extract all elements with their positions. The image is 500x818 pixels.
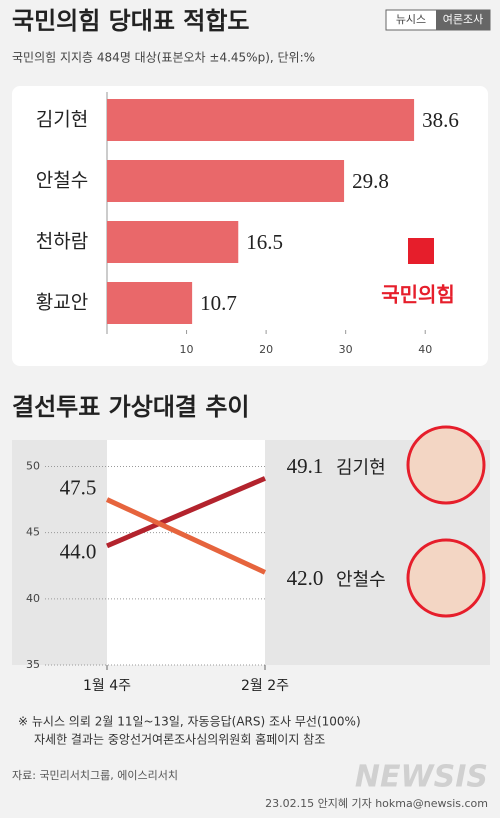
y-tick-label: 50 bbox=[26, 459, 40, 472]
logo-text: 국민의힘 bbox=[381, 283, 455, 307]
value-label: 10.7 bbox=[200, 291, 237, 315]
series-label: 김기현 bbox=[336, 457, 386, 478]
value-label: 47.5 bbox=[60, 475, 97, 499]
source: 자료: 국민리서치그룹, 에이스리서치 bbox=[12, 769, 178, 782]
category-label: 천하람 bbox=[36, 231, 88, 253]
x-tick-label: 2월 2주 bbox=[241, 678, 289, 694]
line bbox=[105, 497, 267, 575]
bar bbox=[107, 282, 193, 324]
credit: 23.02.15 안지혜 기자 hokma@newsis.com bbox=[265, 797, 488, 810]
badge-fill bbox=[436, 10, 490, 30]
logo-mark bbox=[408, 238, 434, 264]
photo bbox=[406, 538, 486, 618]
x-tick-label: 1월 4주 bbox=[83, 678, 131, 694]
value-label: 49.1 bbox=[287, 454, 324, 478]
title: 국민의힘 당대표 적합도 bbox=[12, 7, 250, 35]
x-tick-label: 40 bbox=[418, 343, 432, 356]
watermark: NEWSIS bbox=[355, 760, 488, 795]
value-label: 29.8 bbox=[352, 169, 389, 193]
category-label: 김기현 bbox=[36, 109, 88, 131]
category-label: 안철수 bbox=[36, 170, 88, 192]
subtitle: 국민의힘 지지층 484명 대상(표본오차 ±4.45%p), 단위:% bbox=[12, 51, 315, 65]
line-band bbox=[107, 440, 265, 665]
y-tick-label: 45 bbox=[26, 526, 40, 539]
y-tick-label: 40 bbox=[26, 592, 40, 605]
badge-left: 뉴시스 bbox=[396, 13, 426, 26]
bar bbox=[107, 99, 415, 141]
y-tick-label: 35 bbox=[26, 658, 40, 671]
note: ※ 뉴시스 의뢰 2월 11일~13일, 자동응답(ARS) 조사 무선(100… bbox=[18, 715, 361, 729]
value-label: 44.0 bbox=[60, 540, 97, 564]
photo bbox=[406, 425, 486, 505]
bar bbox=[107, 160, 345, 202]
line bbox=[106, 476, 266, 549]
x-tick-label: 30 bbox=[339, 343, 353, 356]
value-label: 42.0 bbox=[287, 566, 324, 590]
x-tick-label: 20 bbox=[259, 343, 273, 356]
badge-right: 여론조사 bbox=[443, 13, 483, 26]
series-label: 안철수 bbox=[336, 569, 386, 590]
line-title: 결선투표 가상대결 추이 bbox=[12, 393, 250, 421]
value-label: 16.5 bbox=[246, 230, 283, 254]
bar bbox=[107, 221, 239, 263]
category-label: 황교안 bbox=[36, 292, 88, 314]
x-tick-label: 10 bbox=[180, 343, 194, 356]
note: 자세한 결과는 중앙선거여론조사심의위원회 홈페이지 참조 bbox=[34, 733, 325, 747]
value-label: 38.6 bbox=[422, 108, 459, 132]
